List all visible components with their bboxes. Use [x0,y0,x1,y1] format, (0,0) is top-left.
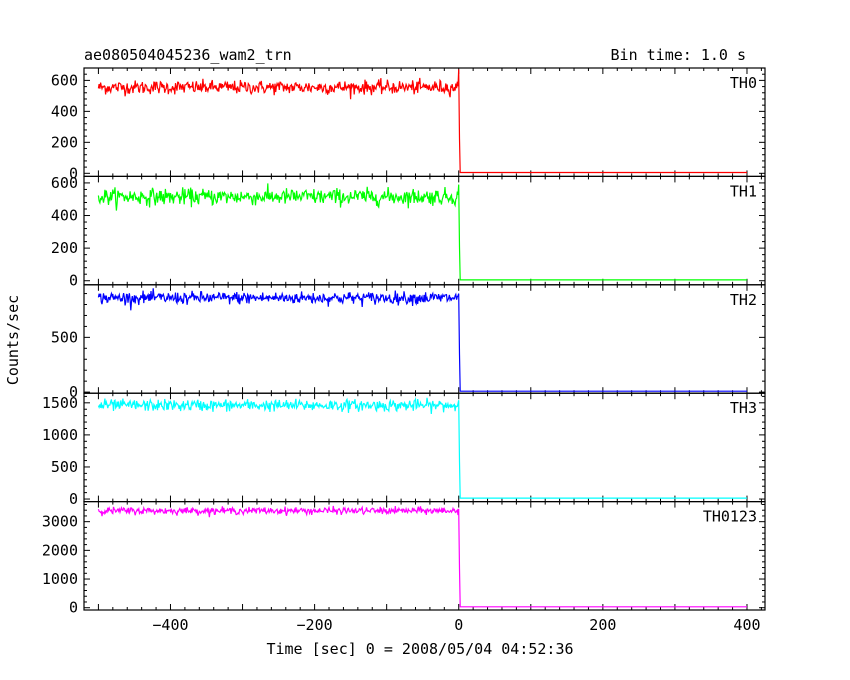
y-tick-label: 0 [69,164,78,182]
x-tick-label: 200 [589,616,616,634]
chart-title: ae080504045236_wam2_trn [84,46,292,64]
bin-time-label: Bin time: 1.0 s [611,46,746,64]
panel-th2: 0 500 TH2 [51,284,766,401]
panel-frame [83,175,766,286]
series-label-th0: TH0 [730,74,757,92]
series-label-th1: TH1 [730,182,757,200]
panel-th0: 0 200 400 600 TH0 [51,67,766,182]
y-tick-label: 0 [69,490,78,508]
x-tick-label: −200 [297,616,333,634]
y-axis-label: Counts/sec [4,295,22,385]
panel-frame [83,501,766,611]
y-tick-label: 0 [69,599,78,617]
series-line-th2 [97,288,747,392]
x-axis-tick-labels: −400 −200 0 200 400 [152,616,760,634]
panel-th0123: 0 1000 2000 3000 TH0123 [42,501,766,617]
series-line-th3 [97,396,747,499]
x-tick-label: 0 [454,616,463,634]
y-tick-label: 400 [51,102,78,120]
series-line-th0123 [97,505,747,608]
y-tick-label: 500 [51,458,78,476]
panel-th3: 0 500 1000 1500 TH3 [42,392,766,508]
y-tick-label: 1500 [42,394,78,412]
panel-frame [83,392,766,503]
y-tick-label: 600 [51,71,78,89]
y-tick-label: 400 [51,207,78,225]
panel-th1: 0 200 400 600 TH1 [51,174,766,290]
y-tick-label: 500 [51,328,78,346]
series-label-th3: TH3 [730,399,757,417]
x-tick-label: 400 [733,616,760,634]
y-tick-label: 3000 [42,513,78,531]
series-line-th0 [97,69,747,174]
y-tick-label: 0 [69,272,78,290]
series-line-th1 [97,183,747,281]
x-axis-label: Time [sec] 0 = 2008/05/04 04:52:36 [266,640,573,658]
y-tick-label: 2000 [42,541,78,559]
y-tick-label: 200 [51,239,78,257]
x-tick-label: −400 [152,616,188,634]
y-tick-label: 600 [51,174,78,192]
panels-group: 0 200 400 600 TH0 0 200 400 600 TH1 0 500 TH2 0 500 100… [42,67,766,617]
y-tick-label: 1000 [42,570,78,588]
y-tick-label: 200 [51,133,78,151]
series-label-th2: TH2 [730,291,757,309]
series-label-th0123: TH0123 [703,508,757,526]
y-tick-label: 1000 [42,426,78,444]
y-tick-label: 0 [69,383,78,401]
